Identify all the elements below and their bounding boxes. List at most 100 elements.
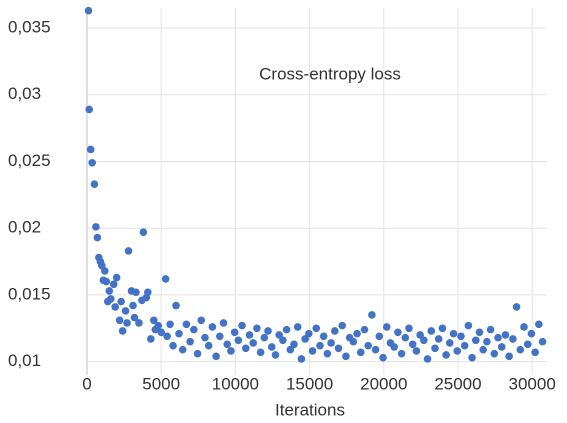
point (538, 337, 547, 346)
point (216, 332, 224, 341)
point (327, 339, 335, 347)
point (483, 337, 491, 346)
point (516, 345, 525, 354)
point (249, 339, 257, 347)
point (316, 341, 324, 350)
point (379, 353, 387, 362)
point (92, 223, 100, 231)
point (166, 320, 174, 329)
point (190, 325, 198, 334)
point (464, 321, 473, 330)
point (349, 337, 358, 346)
point (453, 347, 462, 355)
point (256, 348, 265, 357)
point (479, 345, 487, 354)
point (490, 349, 499, 358)
point (90, 180, 99, 188)
point (101, 267, 109, 275)
point (161, 275, 170, 283)
point (438, 324, 447, 333)
point (531, 348, 539, 357)
point (323, 349, 332, 358)
point (397, 349, 406, 358)
point (420, 336, 428, 345)
point (375, 332, 384, 341)
point (279, 336, 287, 345)
point (520, 323, 528, 331)
point (535, 320, 543, 329)
point (154, 321, 163, 330)
point (123, 319, 131, 327)
point (84, 6, 93, 15)
point (449, 329, 458, 338)
y-tick-label: 0,025 (8, 151, 51, 170)
point (501, 331, 510, 339)
x-tick-label: 30000 (509, 374, 556, 393)
point (147, 335, 155, 343)
point (446, 339, 454, 347)
point (178, 345, 187, 354)
point (267, 343, 276, 351)
point (364, 341, 372, 350)
point (212, 352, 220, 361)
point (85, 105, 94, 114)
point (230, 328, 239, 337)
point (431, 344, 439, 353)
point (271, 351, 280, 359)
point (308, 347, 317, 355)
point (297, 355, 306, 363)
point (132, 288, 140, 297)
point (88, 159, 96, 167)
point (139, 228, 148, 237)
point (427, 327, 436, 335)
point (182, 320, 191, 329)
point (509, 335, 517, 343)
annotation: Cross-entropy loss (259, 64, 401, 83)
point (312, 324, 321, 333)
point (368, 311, 376, 319)
y-tick-label: 0,03 (8, 84, 41, 103)
y-tick-label: 0,015 (8, 284, 51, 303)
point (186, 337, 194, 346)
point (305, 329, 313, 338)
point (204, 341, 213, 350)
point (356, 348, 365, 357)
point (382, 323, 391, 331)
point (342, 352, 350, 361)
point (338, 321, 347, 330)
x-tick-label: 10000 (212, 374, 259, 393)
point (193, 349, 202, 358)
point (115, 316, 124, 325)
point (144, 288, 152, 297)
y-tick-label: 0,02 (8, 218, 41, 237)
x-tick-label: 5000 (142, 374, 180, 393)
point (135, 319, 143, 327)
point (112, 273, 121, 282)
x-axis-label: Iterations (275, 400, 345, 419)
point (275, 331, 283, 339)
point (241, 344, 250, 353)
point (442, 351, 450, 359)
point (208, 323, 217, 331)
x-tick-label: 15000 (286, 374, 333, 393)
point (286, 345, 295, 354)
point (219, 319, 228, 327)
point (371, 345, 380, 354)
point (505, 352, 513, 361)
point (175, 329, 183, 338)
point (512, 303, 521, 311)
point (523, 340, 532, 349)
point (390, 343, 398, 351)
point (471, 336, 480, 345)
point (527, 329, 536, 338)
point (118, 327, 127, 335)
point (405, 324, 413, 333)
point (129, 301, 137, 310)
point (412, 347, 421, 355)
y-tick-label: 0,035 (8, 18, 51, 37)
point (457, 332, 465, 341)
point (86, 145, 95, 154)
point (423, 355, 432, 363)
x-tick-label: 25000 (434, 374, 481, 393)
